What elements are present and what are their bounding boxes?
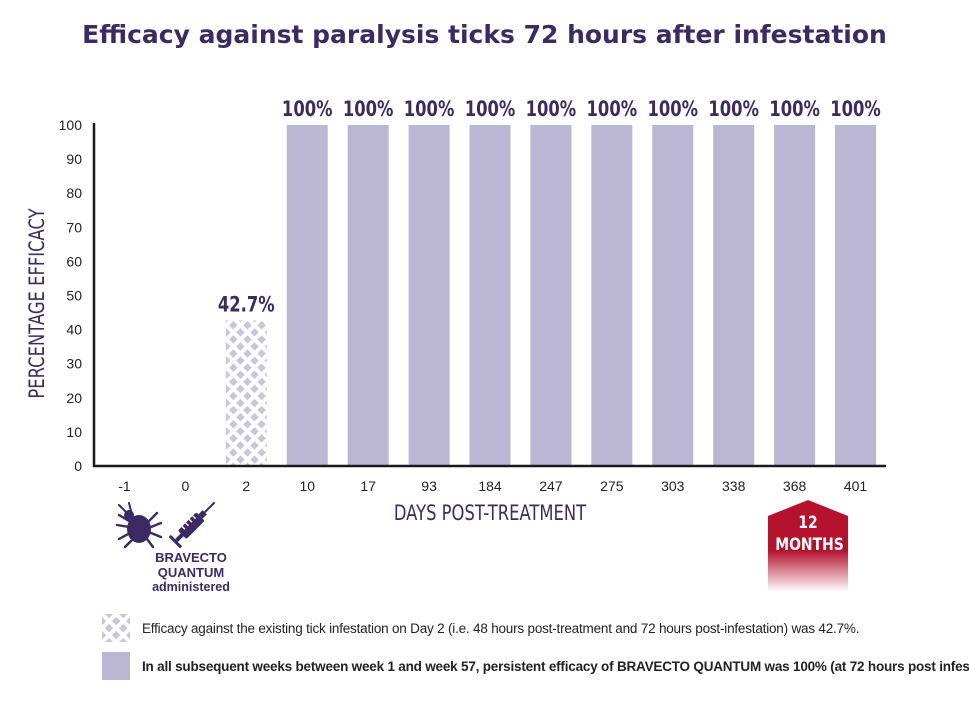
data-label-10: 100% [282,98,333,121]
y-tick-label-100: 100 [59,117,83,133]
administered-note-line1: BRAVECTO [155,550,227,565]
data-label-275: 100% [587,98,638,121]
x-axis-title: DAYS POST-TREATMENT [394,502,587,525]
y-tick-label-50: 50 [66,288,82,304]
legend-swatch-solid [102,652,130,680]
legend-item-hatched: Efficacy against the existing tick infes… [102,614,859,642]
data-label-401: 100% [830,98,881,121]
y-tick-label-60: 60 [66,253,82,269]
y-tick-label-20: 20 [66,390,82,406]
bars-layer [225,125,877,466]
y-tick-label-10: 10 [66,424,82,440]
bar-17 [347,125,389,466]
y-tick-label-0: 0 [74,458,82,474]
y-tick-label-40: 40 [66,322,82,338]
administered-note-line2: QUANTUM [157,565,225,580]
legend-item-solid: In all subsequent weeks between week 1 a… [102,652,969,680]
icons-layer [115,501,216,549]
y-tick-label-30: 30 [66,356,82,372]
x-tick-label-17: 17 [360,478,376,494]
x-tick-label-2: 2 [242,478,250,494]
legend-text-hatched: Efficacy against the existing tick infes… [142,620,860,636]
data-label-338: 100% [708,98,759,121]
labels-layer: -1 0 42.7% 2 100% 10 100% 17 100% 93 100% 184 100% 24… [26,98,881,525]
months-badge-text: 12 MONTHS [775,512,844,556]
x-tick-label-338: 338 [722,478,746,494]
tick-icon [115,502,163,549]
x-tick-label-0: 0 [181,478,189,494]
months-badge-label: MONTHS [775,535,844,555]
bar-2 [225,320,267,466]
data-label-247: 100% [526,98,577,121]
administered-note-line3: administered [152,580,230,594]
x-tick-label-93: 93 [421,478,437,494]
administered-note: BRAVECTO QUANTUM administered [136,550,246,595]
y-tick-label-80: 80 [66,185,82,201]
y-tick-label-70: 70 [66,219,82,235]
bar-247 [530,125,572,466]
bar-10 [286,125,328,466]
data-label-368: 100% [769,98,820,121]
legend-text-solid: In all subsequent weeks between week 1 a… [142,658,969,674]
bar-303 [652,125,694,466]
legend-swatch-hatched [102,614,130,642]
bar-338 [713,125,755,466]
data-label-303: 100% [647,98,698,121]
chart-title: Efficacy against paralysis ticks 72 hour… [82,20,887,49]
bar-401 [835,125,877,466]
y-axis-title: PERCENTAGE EFFICACY [26,208,49,399]
data-label-184: 100% [465,98,516,121]
data-label-93: 100% [404,98,455,121]
x-tick-label-368: 368 [783,478,807,494]
syringe-icon [168,501,216,549]
months-badge-number: 12 [798,513,818,533]
bar-275 [591,125,633,466]
y-tick-label-90: 90 [66,151,82,167]
axes-layer [92,123,886,468]
months-badge [768,500,848,592]
bar-184 [469,125,511,466]
x-tick-label-275: 275 [600,478,624,494]
x-tick-label-303: 303 [661,478,685,494]
data-label-2: 42.7% [218,294,275,317]
x-tick-label-184: 184 [478,478,502,494]
bar-368 [774,125,816,466]
x-tick-label-10: 10 [299,478,315,494]
x-tick-label-401: 401 [844,478,868,494]
data-label-17: 100% [343,98,394,121]
x-tick-label--1: -1 [118,478,131,494]
x-tick-label-247: 247 [539,478,563,494]
bar-93 [408,125,450,466]
